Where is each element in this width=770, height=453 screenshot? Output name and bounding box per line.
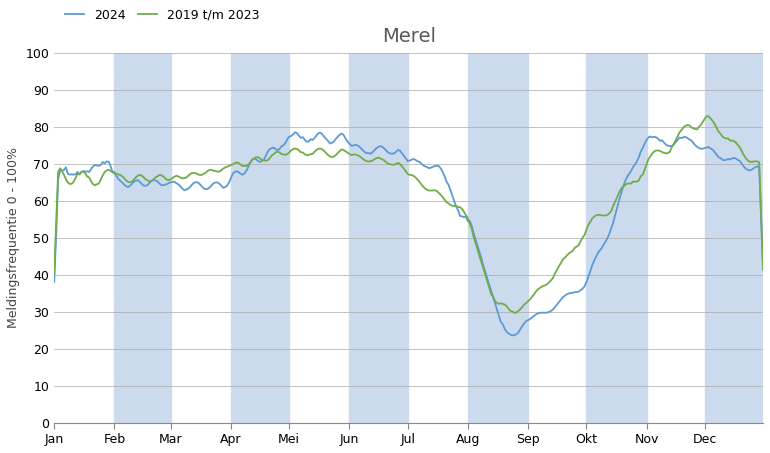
- 2024: [170, 179, 179, 184]
- 2024: [49, 279, 59, 284]
- 2019 t/m 2023: [49, 270, 59, 275]
- 2024: [290, 130, 300, 135]
- 2019 t/m 2023: [170, 174, 179, 179]
- Bar: [231, 53, 290, 423]
- Y-axis label: Meldingsfrequentie 0 - 100%: Meldingsfrequentie 0 - 100%: [7, 147, 20, 328]
- 2019 t/m 2023: [432, 188, 441, 193]
- 2019 t/m 2023: [537, 284, 546, 289]
- 2019 t/m 2023: [576, 239, 585, 244]
- Bar: [350, 53, 407, 423]
- 2024: [434, 164, 444, 169]
- Title: Merel: Merel: [382, 27, 436, 46]
- 2024: [196, 182, 205, 187]
- Bar: [586, 53, 647, 423]
- Line: 2024: 2024: [54, 132, 763, 335]
- Bar: [705, 53, 765, 423]
- 2024: [119, 182, 129, 188]
- 2019 t/m 2023: [702, 113, 711, 119]
- 2019 t/m 2023: [758, 265, 768, 270]
- Line: 2019 t/m 2023: 2019 t/m 2023: [54, 116, 763, 313]
- 2024: [578, 286, 587, 292]
- 2019 t/m 2023: [119, 175, 129, 181]
- 2019 t/m 2023: [510, 310, 519, 316]
- 2024: [758, 267, 768, 273]
- 2019 t/m 2023: [196, 172, 205, 178]
- Bar: [468, 53, 528, 423]
- Legend: 2024, 2019 t/m 2023: 2024, 2019 t/m 2023: [61, 4, 265, 27]
- Bar: [115, 53, 171, 423]
- 2024: [508, 333, 517, 338]
- 2024: [539, 310, 548, 315]
